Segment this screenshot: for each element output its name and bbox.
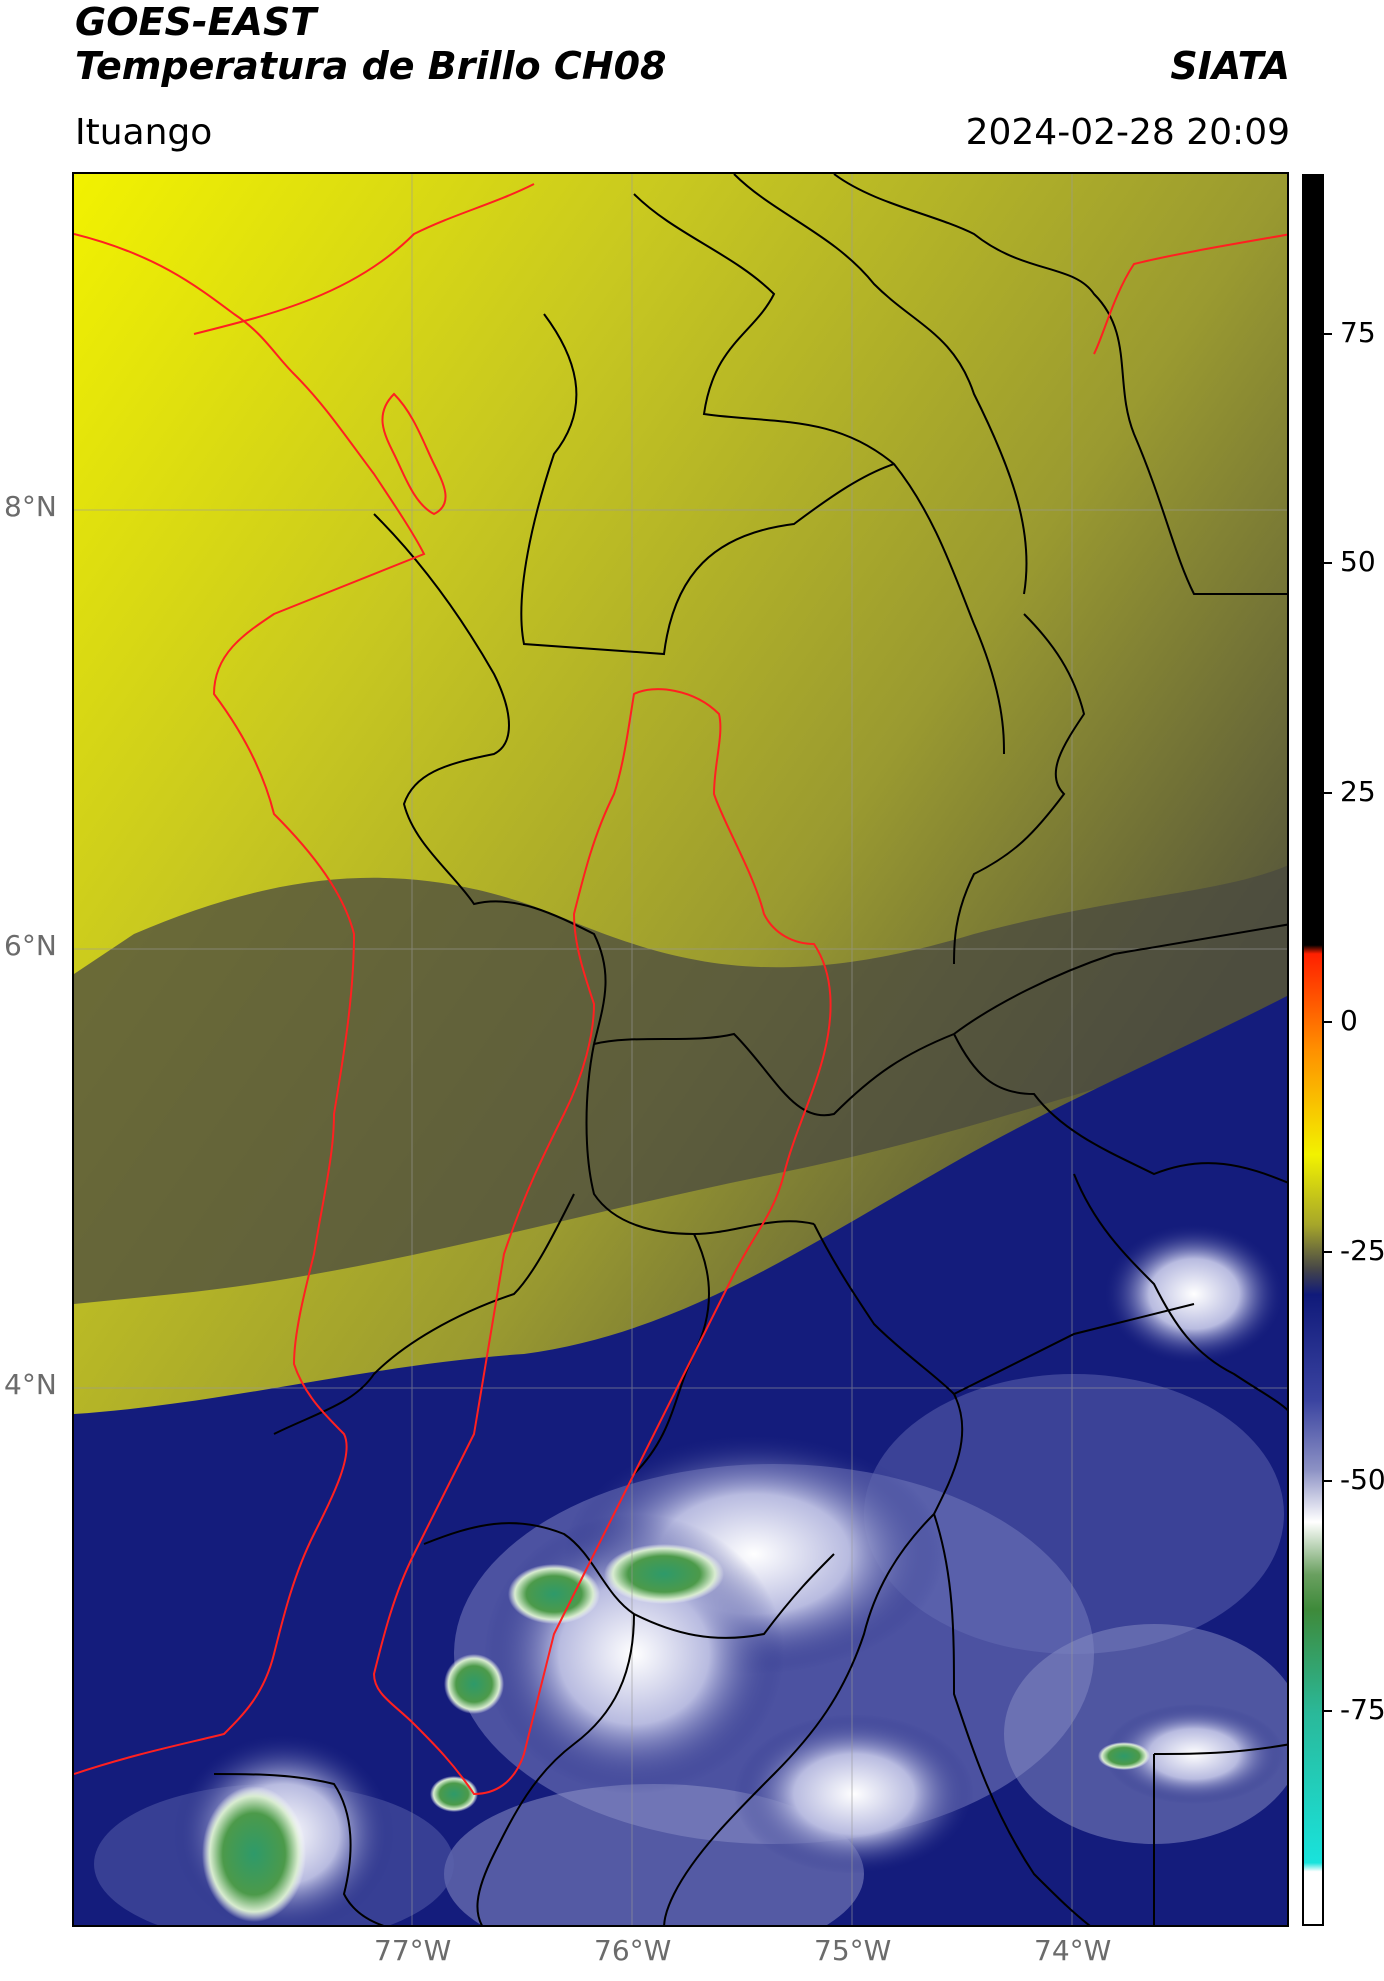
longitude-tick-label: 74°W bbox=[1034, 1934, 1112, 1967]
colorbar-tick-label: -50 bbox=[1340, 1463, 1384, 1496]
product-title: Temperatura de Brillo CH08 bbox=[75, 44, 667, 88]
longitude-tick-label: 77°W bbox=[374, 1934, 452, 1967]
cb-tickmark bbox=[1324, 1021, 1332, 1023]
coldest-cloud-top bbox=[1098, 1742, 1150, 1770]
cb-tickmark bbox=[1324, 562, 1332, 564]
grey-band bbox=[74, 865, 1287, 1304]
longitude-tick-label: 75°W bbox=[814, 1934, 892, 1967]
coastline-north bbox=[193, 183, 535, 335]
latitude-tick-label: 6°N bbox=[4, 929, 57, 962]
coldest-cloud-top bbox=[430, 1776, 478, 1812]
latitude-tick-label: 8°N bbox=[4, 490, 57, 523]
longitude-tick-label: 76°W bbox=[594, 1934, 672, 1967]
coastline-east bbox=[1093, 233, 1287, 355]
colorbar-tick-label: 50 bbox=[1340, 545, 1376, 578]
colorbar bbox=[1302, 174, 1324, 1926]
satellite-title: GOES-EAST bbox=[75, 0, 317, 44]
colorbar-tick-label: -25 bbox=[1340, 1234, 1384, 1267]
coldest-cloud-top bbox=[444, 1654, 504, 1714]
region-label: Ituango bbox=[75, 112, 213, 153]
coastline-gulf bbox=[381, 392, 447, 516]
colorbar-tick-label: 75 bbox=[1340, 316, 1376, 349]
coldest-cloud-top bbox=[202, 1786, 306, 1922]
datetime-label: 2024-02-28 20:09 bbox=[965, 112, 1290, 153]
brightness-temperature-map bbox=[72, 172, 1289, 1927]
coldest-cloud-top bbox=[604, 1544, 724, 1604]
gridlines bbox=[74, 174, 1287, 1925]
colorbar-tick-label: 25 bbox=[1340, 775, 1376, 808]
convective-cloud bbox=[1104, 1224, 1284, 1364]
convective-cloud bbox=[734, 1714, 974, 1874]
cb-tickmark bbox=[1324, 333, 1332, 335]
cb-tickmark bbox=[1324, 792, 1332, 794]
cb-tickmark bbox=[1324, 1251, 1332, 1253]
cb-tickmark bbox=[1324, 1710, 1332, 1712]
colorbar-tick-label: -75 bbox=[1340, 1693, 1384, 1726]
cloud-texture bbox=[864, 1374, 1284, 1654]
coldest-cloud-top bbox=[508, 1564, 600, 1624]
cb-tickmark bbox=[1324, 1480, 1332, 1482]
institution-label: SIATA bbox=[1170, 44, 1290, 88]
ituango-basin-outline bbox=[372, 688, 832, 1796]
admin-boundaries bbox=[213, 174, 1287, 1925]
colorbar-scale bbox=[1304, 176, 1322, 1924]
map-canvas bbox=[74, 174, 1287, 1925]
latitude-tick-label: 4°N bbox=[4, 1368, 57, 1401]
colorbar-tick-label: 0 bbox=[1340, 1004, 1358, 1037]
coastline bbox=[74, 233, 426, 1775]
